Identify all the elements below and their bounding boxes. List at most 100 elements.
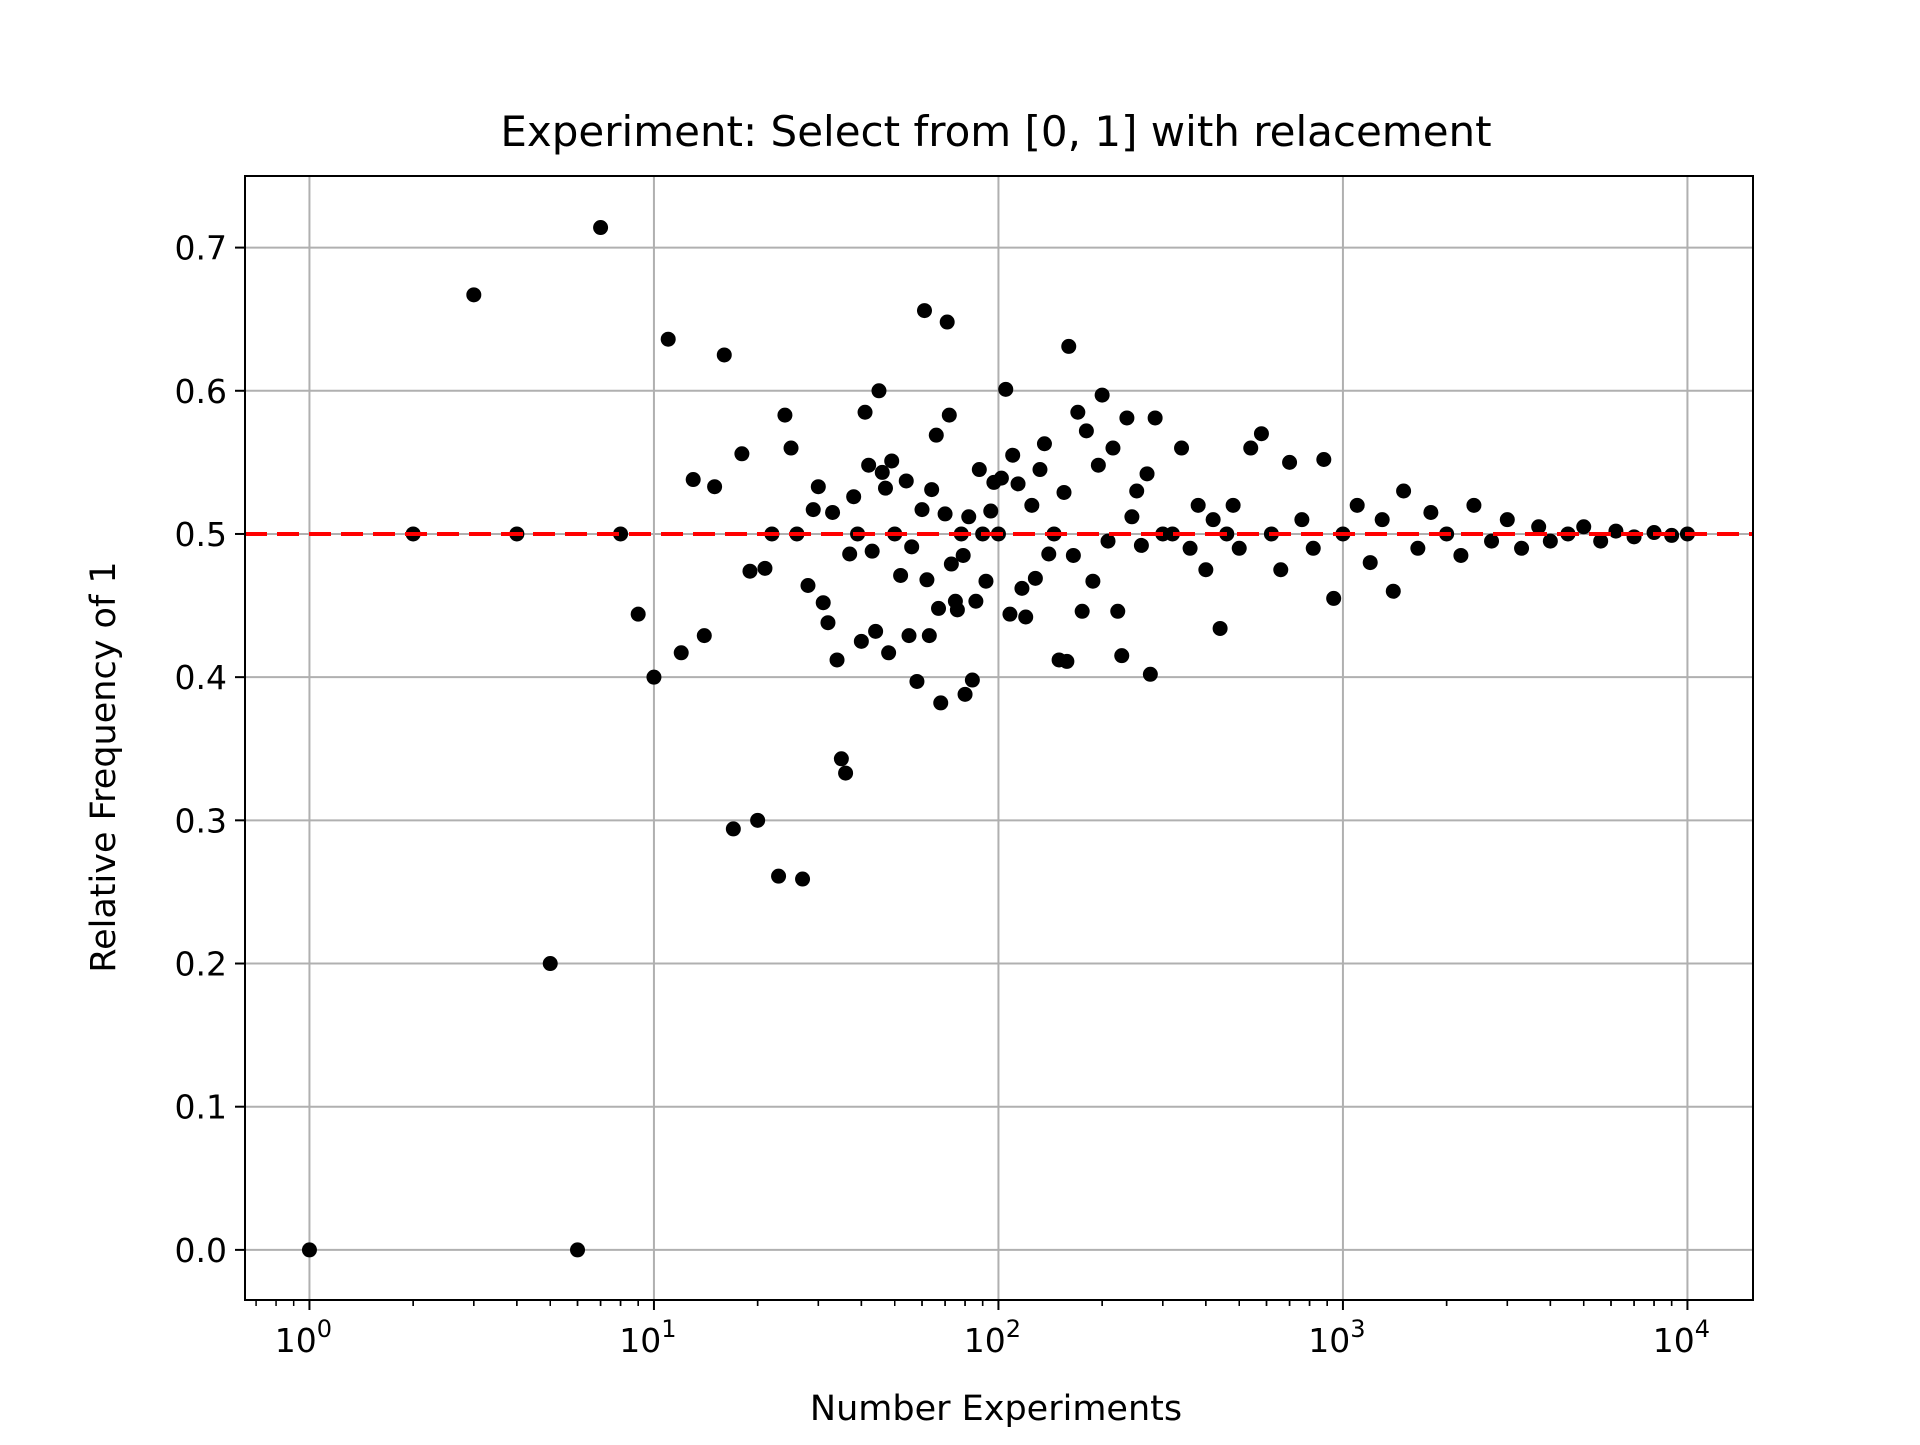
- y-tick-label: 0.7: [175, 229, 227, 268]
- y-tick-label: 0.3: [175, 801, 227, 840]
- data-point: [833, 751, 849, 767]
- grid-lines: [245, 176, 1753, 1300]
- data-point: [593, 220, 609, 236]
- chart-title: Experiment: Select from [0, 1] with rela…: [500, 107, 1491, 156]
- data-point: [898, 473, 914, 489]
- data-point: [570, 1242, 586, 1258]
- data-point: [881, 645, 897, 661]
- data-point: [1174, 440, 1190, 456]
- data-point: [1362, 555, 1378, 571]
- data-point: [933, 695, 949, 711]
- x-tick-label: 102: [964, 1315, 1021, 1360]
- x-axis-label: Number Experiments: [810, 1389, 1182, 1429]
- data-point: [957, 686, 973, 702]
- x-tick-label: 100: [275, 1315, 332, 1360]
- data-point: [1059, 653, 1075, 669]
- data-point: [864, 543, 880, 559]
- data-point: [1090, 457, 1106, 473]
- data-point: [1374, 512, 1390, 528]
- data-point: [1036, 436, 1052, 452]
- data-point: [1164, 526, 1180, 542]
- data-point: [1182, 540, 1198, 556]
- data-point: [1198, 562, 1214, 578]
- data-point: [853, 633, 869, 649]
- data-point: [815, 595, 831, 611]
- data-point: [971, 462, 987, 478]
- data-point: [1542, 533, 1558, 549]
- data-point: [884, 453, 900, 469]
- y-tick-label: 0.1: [175, 1088, 227, 1127]
- y-tick-label: 0.2: [175, 945, 227, 984]
- data-point: [1225, 497, 1241, 513]
- data-point: [646, 669, 662, 685]
- data-point: [1139, 466, 1155, 482]
- data-point: [825, 504, 841, 520]
- data-point: [842, 546, 858, 562]
- data-point: [964, 672, 980, 688]
- y-tick-label: 0.6: [175, 372, 227, 411]
- data-point: [871, 383, 887, 399]
- data-point: [1018, 609, 1034, 625]
- data-point: [1626, 529, 1642, 545]
- data-point: [868, 623, 884, 639]
- data-point: [1484, 533, 1500, 549]
- data-point: [1085, 573, 1101, 589]
- data-point: [978, 573, 994, 589]
- data-point: [1253, 426, 1269, 442]
- data-point: [1110, 603, 1126, 619]
- data-point: [1423, 504, 1439, 520]
- data-point: [1061, 338, 1077, 354]
- data-point: [939, 314, 955, 330]
- data-point: [742, 563, 758, 579]
- data-point: [993, 470, 1009, 486]
- y-tick-label: 0.5: [175, 515, 227, 554]
- data-point: [1282, 454, 1298, 470]
- data-point: [1499, 512, 1515, 528]
- data-point: [1316, 452, 1332, 468]
- data-point: [877, 480, 893, 496]
- data-point: [924, 482, 940, 498]
- data-point: [1105, 440, 1121, 456]
- data-point: [630, 606, 646, 622]
- data-point: [846, 489, 862, 505]
- data-point: [1024, 497, 1040, 513]
- data-point: [707, 479, 723, 495]
- data-point: [1074, 603, 1090, 619]
- data-point: [1070, 404, 1086, 420]
- data-point: [1133, 537, 1149, 553]
- data-point: [1041, 546, 1057, 562]
- data-point: [1114, 648, 1130, 664]
- data-point: [1142, 666, 1158, 682]
- data-point: [914, 502, 930, 518]
- data-point: [893, 567, 909, 583]
- data-point: [829, 652, 845, 668]
- data-point: [1326, 590, 1342, 606]
- data-point: [1410, 540, 1426, 556]
- x-tick-label: 103: [1308, 1315, 1365, 1360]
- data-point: [937, 506, 953, 522]
- data-point: [1129, 483, 1145, 499]
- data-point: [941, 407, 957, 423]
- data-point: [1027, 570, 1043, 586]
- data-point: [777, 407, 793, 423]
- data-point: [1147, 410, 1163, 426]
- data-point: [1608, 523, 1624, 539]
- data-point: [542, 956, 558, 972]
- data-point: [716, 347, 732, 363]
- data-point: [998, 381, 1014, 397]
- data-point: [820, 615, 836, 631]
- data-point: [1305, 540, 1321, 556]
- y-tick-label: 0.4: [175, 658, 227, 697]
- data-point: [861, 457, 877, 473]
- data-point: [685, 472, 701, 488]
- data-point: [810, 479, 826, 495]
- data-point: [1593, 533, 1609, 549]
- data-point: [613, 526, 629, 542]
- data-point: [1466, 497, 1482, 513]
- x-tick-label: 104: [1653, 1315, 1710, 1360]
- data-point: [931, 600, 947, 616]
- data-point: [1119, 410, 1135, 426]
